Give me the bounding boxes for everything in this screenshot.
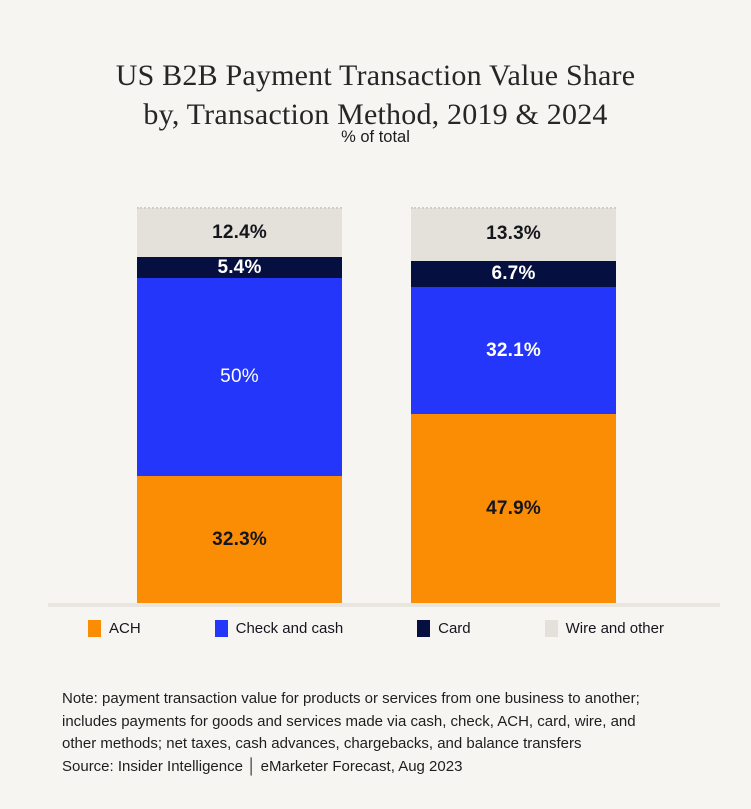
legend-label-card: Card (438, 620, 471, 637)
bar-segment-2019-wire-and-other: 12.4% (137, 208, 342, 258)
legend-item-card: Card (417, 620, 471, 637)
legend-swatch-ach (88, 620, 101, 637)
note-line: Note: payment transaction value for prod… (62, 690, 640, 707)
note-line: includes payments for goods and services… (62, 712, 636, 730)
chart-footnotes: Note: payment transaction value for prod… (62, 688, 712, 778)
note-line: other methods; net taxes, cash advances,… (62, 735, 582, 752)
legend-item-wire-and-other: Wire and other (544, 620, 664, 637)
bar-segment-2024-check-and-cash: 32.1% (411, 287, 616, 415)
chart-legend: ACH Check and cash Card Wire and other (88, 620, 664, 637)
stacked-bar-2024: 13.3% 6.7% 32.1% 47.9% (411, 207, 616, 604)
bar-segment-2019-ach: 32.3% (137, 476, 342, 604)
chart-title-line2: by, Transaction Method, 2019 & 2024 (143, 98, 608, 132)
legend-swatch-card (417, 620, 431, 637)
bar-segment-2019-card: 5.4% (137, 257, 342, 279)
bar-segment-2024-card: 6.7% (411, 260, 616, 288)
legend-item-check-and-cash: Check and cash (214, 620, 344, 637)
legend-item-ach: ACH (88, 620, 141, 637)
stacked-bar-2019: 12.4% 5.4% 50% 32.3% (137, 207, 342, 604)
legend-swatch-check-and-cash (214, 620, 228, 637)
legend-label-check-and-cash: Check and cash (235, 620, 344, 637)
legend-swatch-wire-and-other (544, 620, 558, 637)
chart-subtitle: % of total (341, 128, 410, 146)
chart-title-line1: US B2B Payment Transaction Value Share (115, 59, 636, 93)
bar-segment-2019-check-and-cash: 50% (137, 278, 342, 477)
legend-label-ach: ACH (109, 620, 141, 637)
chart-title: US B2B Payment Transaction Value Share by… (0, 56, 751, 134)
bar-segment-2024-wire-and-other: 13.3% (411, 208, 616, 261)
legend-label-wire-and-other: Wire and other (565, 620, 664, 637)
x-axis-line (48, 603, 720, 607)
bar-segment-2024-ach: 47.9% (411, 414, 616, 604)
source-line: Source: Insider Intelligence │ eMarketer… (62, 757, 463, 775)
